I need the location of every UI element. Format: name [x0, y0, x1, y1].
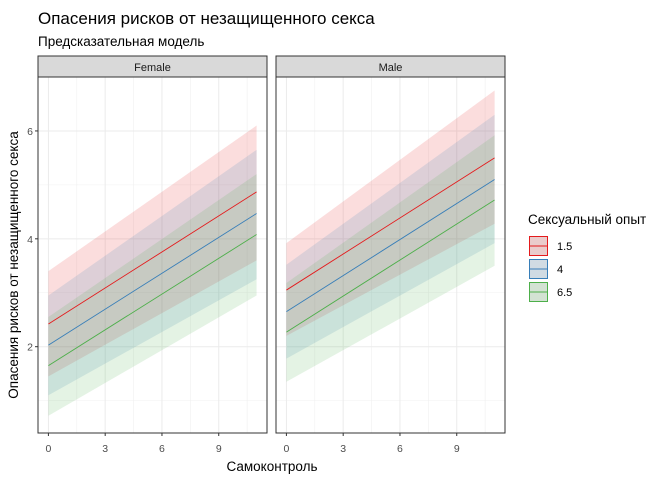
- ribbon-1.5: [286, 90, 495, 336]
- series-line-6.5: [48, 234, 257, 366]
- chart-subtitle: Предсказательная модель: [38, 34, 204, 49]
- x-tick-label: 9: [216, 443, 222, 455]
- x-tick-label: 3: [102, 443, 108, 455]
- legend-item-4: 4: [529, 259, 563, 279]
- x-tick-label: 6: [397, 443, 403, 455]
- panel-male: Male 0 3 6 9: [275, 55, 506, 455]
- legend-label: 6.5: [557, 287, 572, 299]
- legend-label: 4: [557, 264, 563, 276]
- legend: Сексуальный опыт 1.5 4 6.5: [528, 212, 646, 302]
- panel-border: [275, 76, 506, 434]
- legend-label: 1.5: [557, 241, 572, 253]
- legend-item-6.5: 6.5: [529, 282, 572, 302]
- plot-background: [38, 77, 267, 433]
- x-tick-label: 0: [283, 443, 289, 455]
- panel-female: Female 0 3 6 9 2 4 6: [27, 55, 268, 455]
- panel-border: [37, 76, 268, 434]
- x-tick-label: 3: [340, 443, 346, 455]
- series-line-1.5: [48, 191, 257, 325]
- y-axis-label: Опасения рисков от незащищенного секса: [6, 131, 21, 399]
- x-tick-label: 9: [454, 443, 460, 455]
- y-tick-label: 4: [27, 234, 33, 246]
- series-line-4: [286, 179, 495, 313]
- ribbon-1.5: [48, 125, 257, 377]
- series-line-6.5: [286, 199, 495, 333]
- series-line-4: [48, 213, 257, 346]
- series-line-1.5: [286, 157, 495, 291]
- strip-label: Female: [134, 62, 171, 74]
- ribbon-6.5: [48, 174, 257, 416]
- ribbon-4: [286, 114, 495, 359]
- strip-label: Male: [379, 62, 403, 74]
- legend-title: Сексуальный опыт: [528, 212, 646, 227]
- legend-item-1.5: 1.5: [529, 236, 572, 256]
- y-tick-label: 2: [27, 342, 33, 354]
- ribbon-6.5: [286, 135, 495, 382]
- chart-title: Опасения рисков от незащищенного секса: [38, 9, 375, 28]
- x-tick-label: 6: [159, 443, 165, 455]
- panels: Female 0 3 6 9 2 4 6 Male 0 3 6 9: [27, 55, 506, 455]
- ribbon-4: [48, 149, 257, 396]
- y-tick-label: 6: [27, 126, 33, 138]
- plot-background: [276, 77, 505, 433]
- x-axis-label: Самоконтроль: [226, 459, 317, 474]
- x-tick-label: 0: [45, 443, 51, 455]
